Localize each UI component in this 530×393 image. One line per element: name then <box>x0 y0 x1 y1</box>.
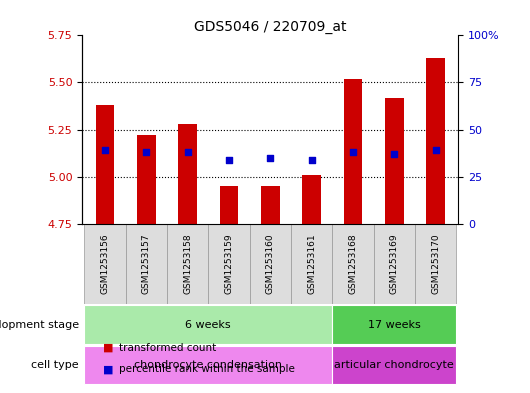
FancyBboxPatch shape <box>374 224 415 305</box>
FancyBboxPatch shape <box>250 224 291 305</box>
Text: development stage: development stage <box>0 320 79 330</box>
Bar <box>219 186 238 224</box>
Text: transformed count: transformed count <box>119 343 216 353</box>
FancyBboxPatch shape <box>84 224 126 305</box>
Point <box>307 156 316 163</box>
Bar <box>95 105 114 224</box>
Bar <box>137 135 155 224</box>
Text: percentile rank within the sample: percentile rank within the sample <box>119 364 295 375</box>
FancyBboxPatch shape <box>84 305 332 344</box>
Text: articular chondrocyte: articular chondrocyte <box>334 360 454 370</box>
FancyBboxPatch shape <box>332 305 456 344</box>
Bar <box>178 124 197 224</box>
Point <box>266 155 275 161</box>
FancyBboxPatch shape <box>291 224 332 305</box>
Bar <box>343 79 363 224</box>
FancyBboxPatch shape <box>126 224 167 305</box>
Text: 6 weeks: 6 weeks <box>186 320 231 330</box>
Text: GSM1253158: GSM1253158 <box>183 234 192 294</box>
Text: GSM1253161: GSM1253161 <box>307 234 316 294</box>
FancyBboxPatch shape <box>167 224 208 305</box>
Point <box>349 149 357 155</box>
Title: GDS5046 / 220709_at: GDS5046 / 220709_at <box>194 20 347 34</box>
Bar <box>385 97 404 224</box>
Text: GSM1253168: GSM1253168 <box>349 234 358 294</box>
Text: GSM1253156: GSM1253156 <box>100 234 109 294</box>
FancyBboxPatch shape <box>415 224 456 305</box>
Bar <box>261 186 280 224</box>
Bar <box>427 58 445 224</box>
Point <box>101 147 109 153</box>
Point <box>390 151 399 157</box>
FancyBboxPatch shape <box>332 224 374 305</box>
Text: GSM1253170: GSM1253170 <box>431 234 440 294</box>
Point <box>183 149 192 155</box>
Point <box>431 147 440 153</box>
Text: GSM1253159: GSM1253159 <box>224 234 233 294</box>
Bar <box>302 175 321 224</box>
Text: 17 weeks: 17 weeks <box>368 320 421 330</box>
Point <box>142 149 151 155</box>
Text: ■: ■ <box>103 343 114 353</box>
Text: GSM1253169: GSM1253169 <box>390 234 399 294</box>
Text: ■: ■ <box>103 364 114 375</box>
FancyBboxPatch shape <box>208 224 250 305</box>
Text: chondrocyte condensation: chondrocyte condensation <box>134 360 282 370</box>
Point <box>225 156 233 163</box>
Text: GSM1253157: GSM1253157 <box>142 234 151 294</box>
FancyBboxPatch shape <box>332 345 456 384</box>
FancyBboxPatch shape <box>84 345 332 384</box>
Text: cell type: cell type <box>31 360 79 370</box>
Text: GSM1253160: GSM1253160 <box>266 234 275 294</box>
